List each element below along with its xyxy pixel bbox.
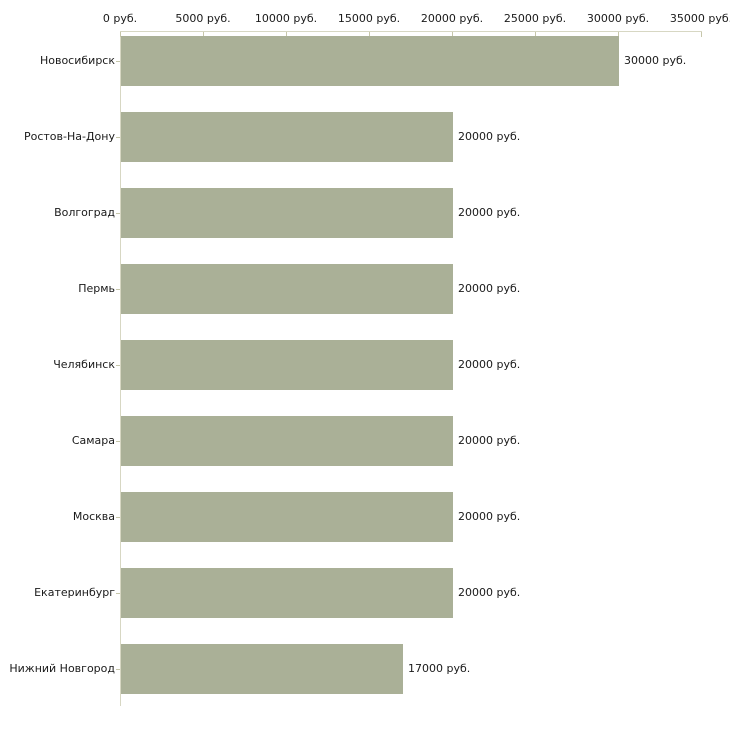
y-axis-label: Екатеринбург: [34, 586, 115, 599]
bar-value-label: 20000 руб.: [458, 206, 521, 219]
bar: [121, 264, 453, 314]
bar: [121, 416, 453, 466]
bar-value-label: 20000 руб.: [458, 510, 521, 523]
x-tick-mark: [535, 32, 536, 37]
y-tick-mark: [116, 137, 120, 138]
x-tick-label: 25000 руб.: [503, 12, 567, 25]
x-tick-label: 5000 руб.: [175, 12, 231, 25]
y-axis-label: Пермь: [78, 282, 115, 295]
bar-value-label: 20000 руб.: [458, 586, 521, 599]
bar-value-label: 20000 руб.: [458, 434, 521, 447]
bar: [121, 36, 619, 86]
bar-value-label: 20000 руб.: [458, 358, 521, 371]
x-tick-label: 35000 руб.: [669, 12, 730, 25]
x-tick-label: 20000 руб.: [420, 12, 484, 25]
y-axis-label: Волгоград: [54, 206, 115, 219]
bar: [121, 340, 453, 390]
y-axis-label: Новосибирск: [39, 54, 115, 67]
y-tick-mark: [116, 213, 120, 214]
y-tick-mark: [116, 517, 120, 518]
y-tick-mark: [116, 593, 120, 594]
bar: [121, 568, 453, 618]
bar-value-label: 30000 руб.: [624, 54, 687, 67]
x-tick-mark: [452, 32, 453, 37]
bar-value-label: 17000 руб.: [408, 662, 471, 675]
x-tick-label: 10000 руб.: [254, 12, 318, 25]
bar-value-label: 20000 руб.: [458, 130, 521, 143]
y-axis-label: Самара: [71, 434, 115, 447]
bar: [121, 644, 403, 694]
bar: [121, 492, 453, 542]
y-tick-mark: [116, 289, 120, 290]
x-tick-label: 15000 руб.: [337, 12, 401, 25]
bar-value-label: 20000 руб.: [458, 282, 521, 295]
x-tick-mark: [618, 32, 619, 37]
x-tick-mark: [203, 32, 204, 37]
x-tick-mark: [369, 32, 370, 37]
y-tick-mark: [116, 365, 120, 366]
y-axis-label: Нижний Новгород: [9, 662, 115, 675]
bar: [121, 112, 453, 162]
x-tick-mark: [120, 32, 121, 37]
y-axis-line: [120, 31, 121, 706]
y-tick-mark: [116, 441, 120, 442]
x-tick-mark: [701, 32, 702, 37]
x-tick-label: 30000 руб.: [586, 12, 650, 25]
y-axis-label: Москва: [72, 510, 115, 523]
y-axis-label: Челябинск: [53, 358, 115, 371]
x-tick-mark: [286, 32, 287, 37]
y-tick-mark: [116, 669, 120, 670]
x-tick-label: 0 руб.: [102, 12, 138, 25]
bar: [121, 188, 453, 238]
y-tick-mark: [116, 61, 120, 62]
y-axis-label: Ростов-На-Дону: [23, 130, 115, 143]
x-axis-line: [120, 31, 702, 32]
